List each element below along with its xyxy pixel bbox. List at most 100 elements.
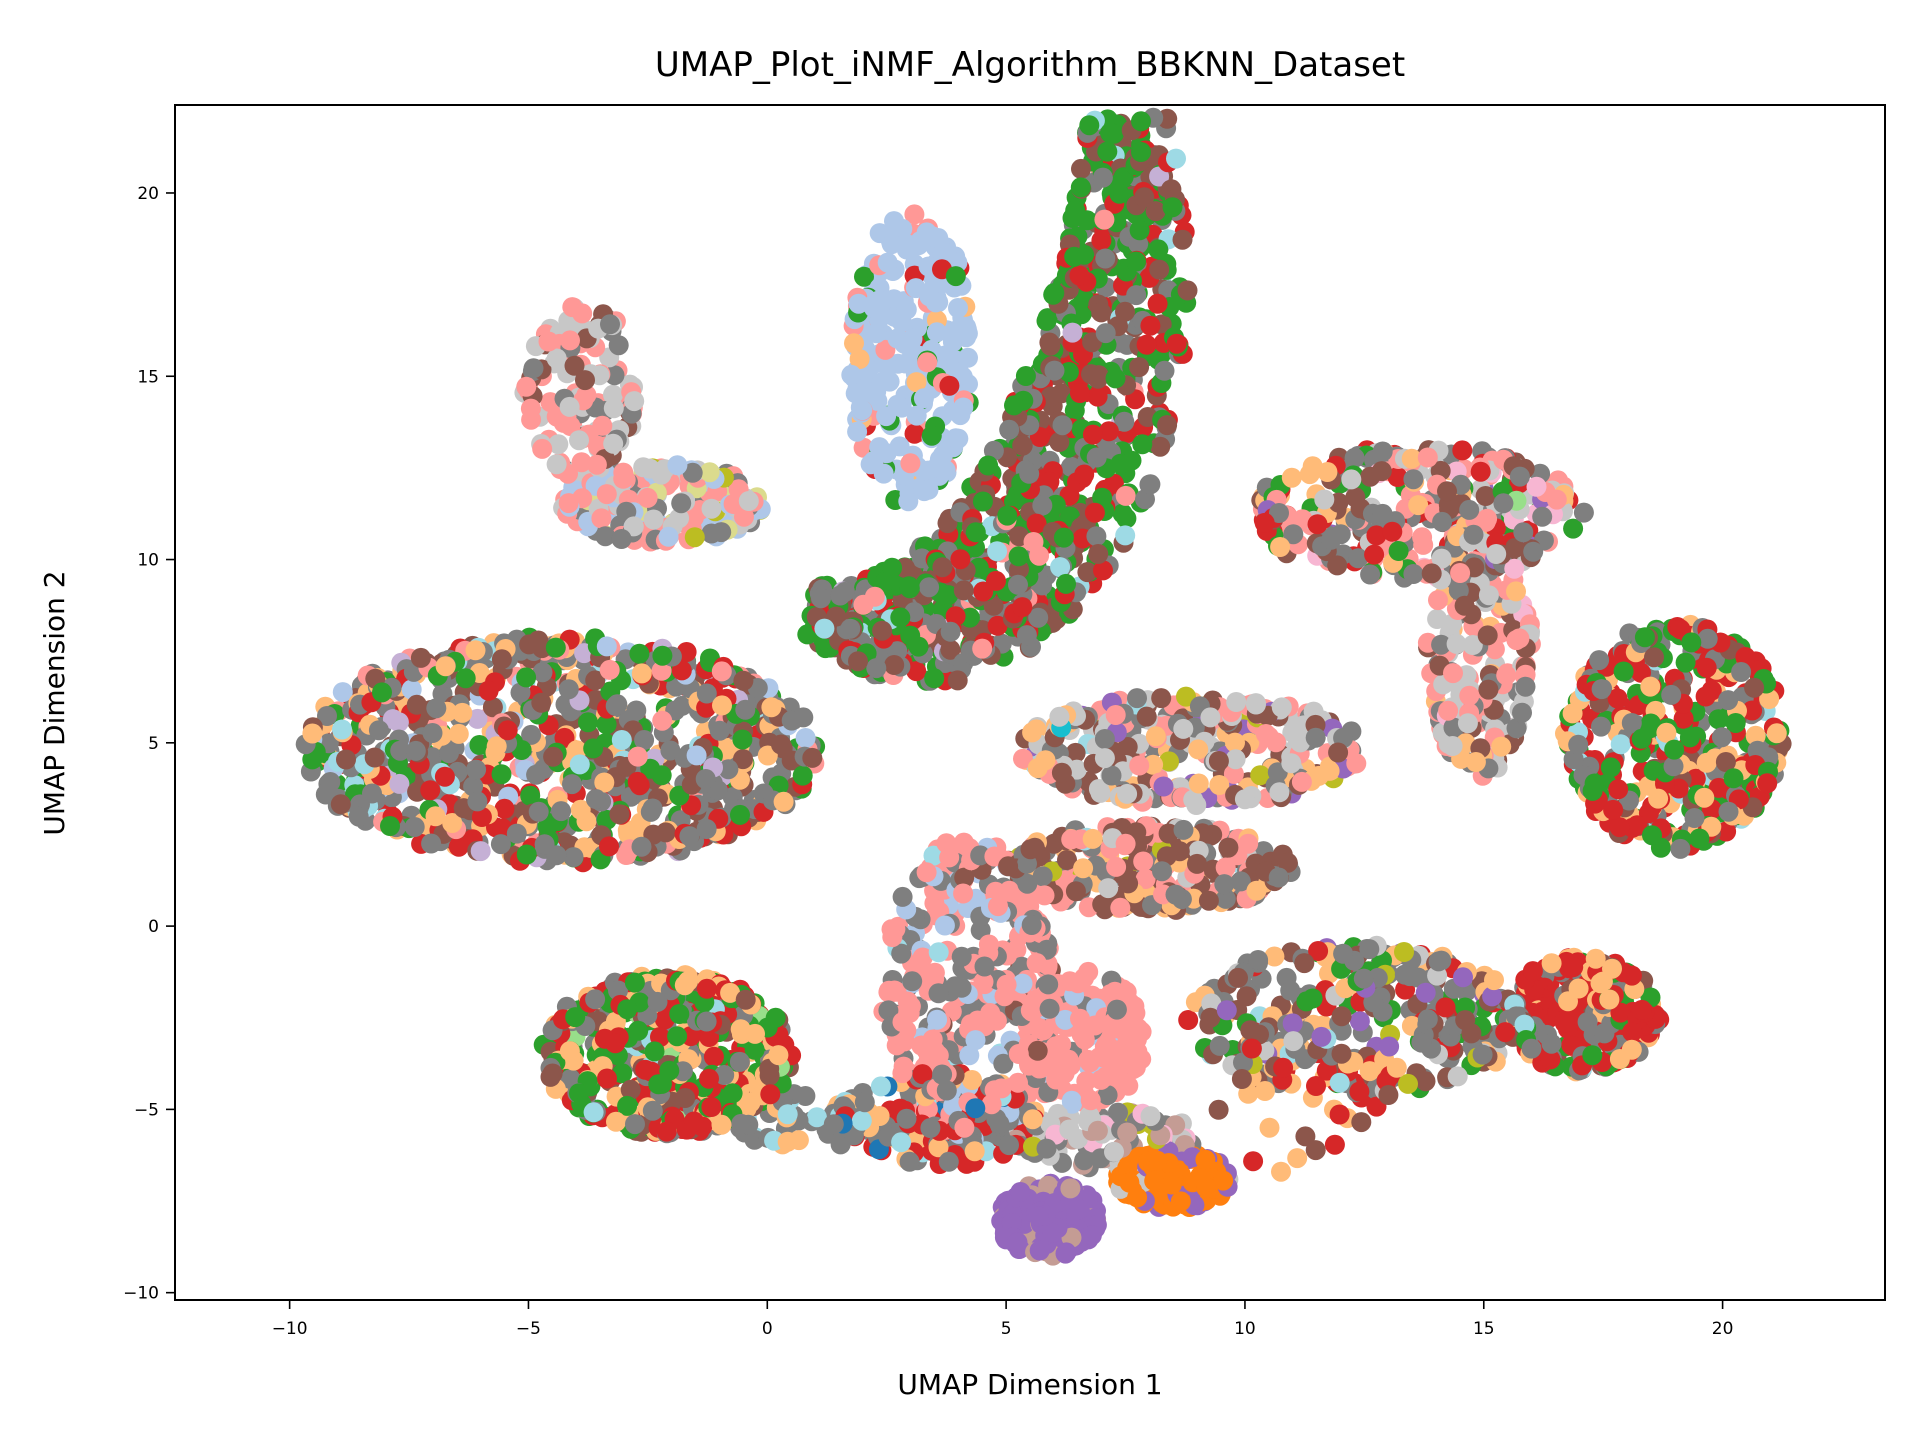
scatter-point [947,670,968,691]
scatter-point [1413,534,1434,555]
scatter-point [983,595,1004,616]
scatter-point [1415,1071,1436,1092]
scatter-point [1218,837,1239,858]
scatter-point [870,1076,891,1097]
scatter-point [494,798,515,819]
scatter-point [1685,768,1706,789]
scatter-point [1427,609,1448,629]
scatter-point [1696,657,1717,678]
scatter-point [795,728,816,748]
scatter-point [1159,751,1179,772]
scatter-point [978,934,999,955]
scatter-point [797,624,818,645]
scatter-point [1477,508,1498,529]
scatter-point [1364,544,1385,565]
scatter-point [1049,432,1070,452]
scatter-point [684,527,705,548]
scatter-point [1349,1011,1370,1032]
scatter-point [1166,333,1187,354]
scatter-point [1087,386,1108,407]
scatter-point [1372,503,1393,524]
scatter-point [958,347,978,368]
scatter-point [1172,229,1193,250]
scatter-point [1411,1032,1432,1053]
scatter-point [1223,763,1244,784]
scatter-point [806,1107,827,1128]
scatter-point [554,727,575,748]
scatter-point [1037,308,1058,329]
scatter-point [1314,489,1335,510]
scatter-point [1110,897,1131,918]
scatter-point [1266,732,1286,753]
scatter-point [1388,541,1409,561]
scatter-points [295,107,1792,1266]
scatter-point [1640,713,1661,734]
scatter-point [1022,722,1043,743]
scatter-point [531,692,552,713]
scatter-point [1348,548,1369,569]
scatter-point [651,660,672,681]
scatter-point [1151,688,1172,709]
scatter-point [1147,293,1168,314]
scatter-point [439,743,459,764]
scatter-point [878,1000,899,1021]
scatter-point [562,774,582,795]
scatter-point [1316,1060,1337,1081]
scatter-point [1273,1057,1294,1078]
scatter-point [634,730,655,750]
scatter-point [382,709,403,730]
scatter-point [1038,1175,1059,1196]
scatter-point [1695,686,1716,707]
scatter-point [733,749,753,770]
scatter-point [1058,362,1079,382]
scatter-point [1091,230,1112,251]
scatter-point [744,1039,765,1060]
scatter-point [1201,993,1222,1014]
scatter-point [1264,946,1285,967]
scatter-point [1344,447,1365,468]
scatter-point [1040,386,1061,407]
scatter-point [1148,239,1169,260]
scatter-point [629,643,650,664]
scatter-point [569,430,589,451]
scatter-point [1069,383,1090,403]
scatter-point [854,266,874,287]
scatter-point [1097,1085,1118,1106]
chart-title: UMAP_Plot_iNMF_Algorithm_BBKNN_Dataset [655,45,1405,85]
scatter-point [1296,991,1317,1012]
scatter-point [904,423,925,444]
scatter-point [1600,757,1621,778]
scatter-point [583,738,604,759]
scatter-point [559,396,580,417]
scatter-point [906,661,927,682]
scatter-point [1295,1126,1316,1147]
scatter-point [1759,689,1780,709]
scatter-point [1331,1020,1352,1041]
scatter-point [618,823,639,844]
scatter-point [317,706,337,726]
scatter-point [612,1063,633,1084]
scatter-point [315,784,336,805]
scatter-point [1475,486,1496,506]
scatter-point [1608,779,1629,800]
scatter-point [1098,878,1119,899]
scatter-point [1115,485,1136,506]
scatter-point [1673,708,1694,729]
scatter-point [1403,564,1424,584]
scatter-point [1250,765,1271,786]
scatter-point [912,947,933,968]
scatter-point [1607,688,1628,709]
scatter-point [1057,850,1077,870]
scatter-point [596,714,617,735]
scatter-point [469,735,490,755]
scatter-point [1116,508,1137,529]
scatter-point [1459,499,1480,520]
scatter-point [1562,703,1583,724]
scatter-point [389,773,410,794]
scatter-point [972,491,993,512]
scatter-point [1073,287,1094,308]
scatter-point [671,660,692,681]
scatter-point [1610,734,1631,755]
scatter-point [924,668,945,689]
